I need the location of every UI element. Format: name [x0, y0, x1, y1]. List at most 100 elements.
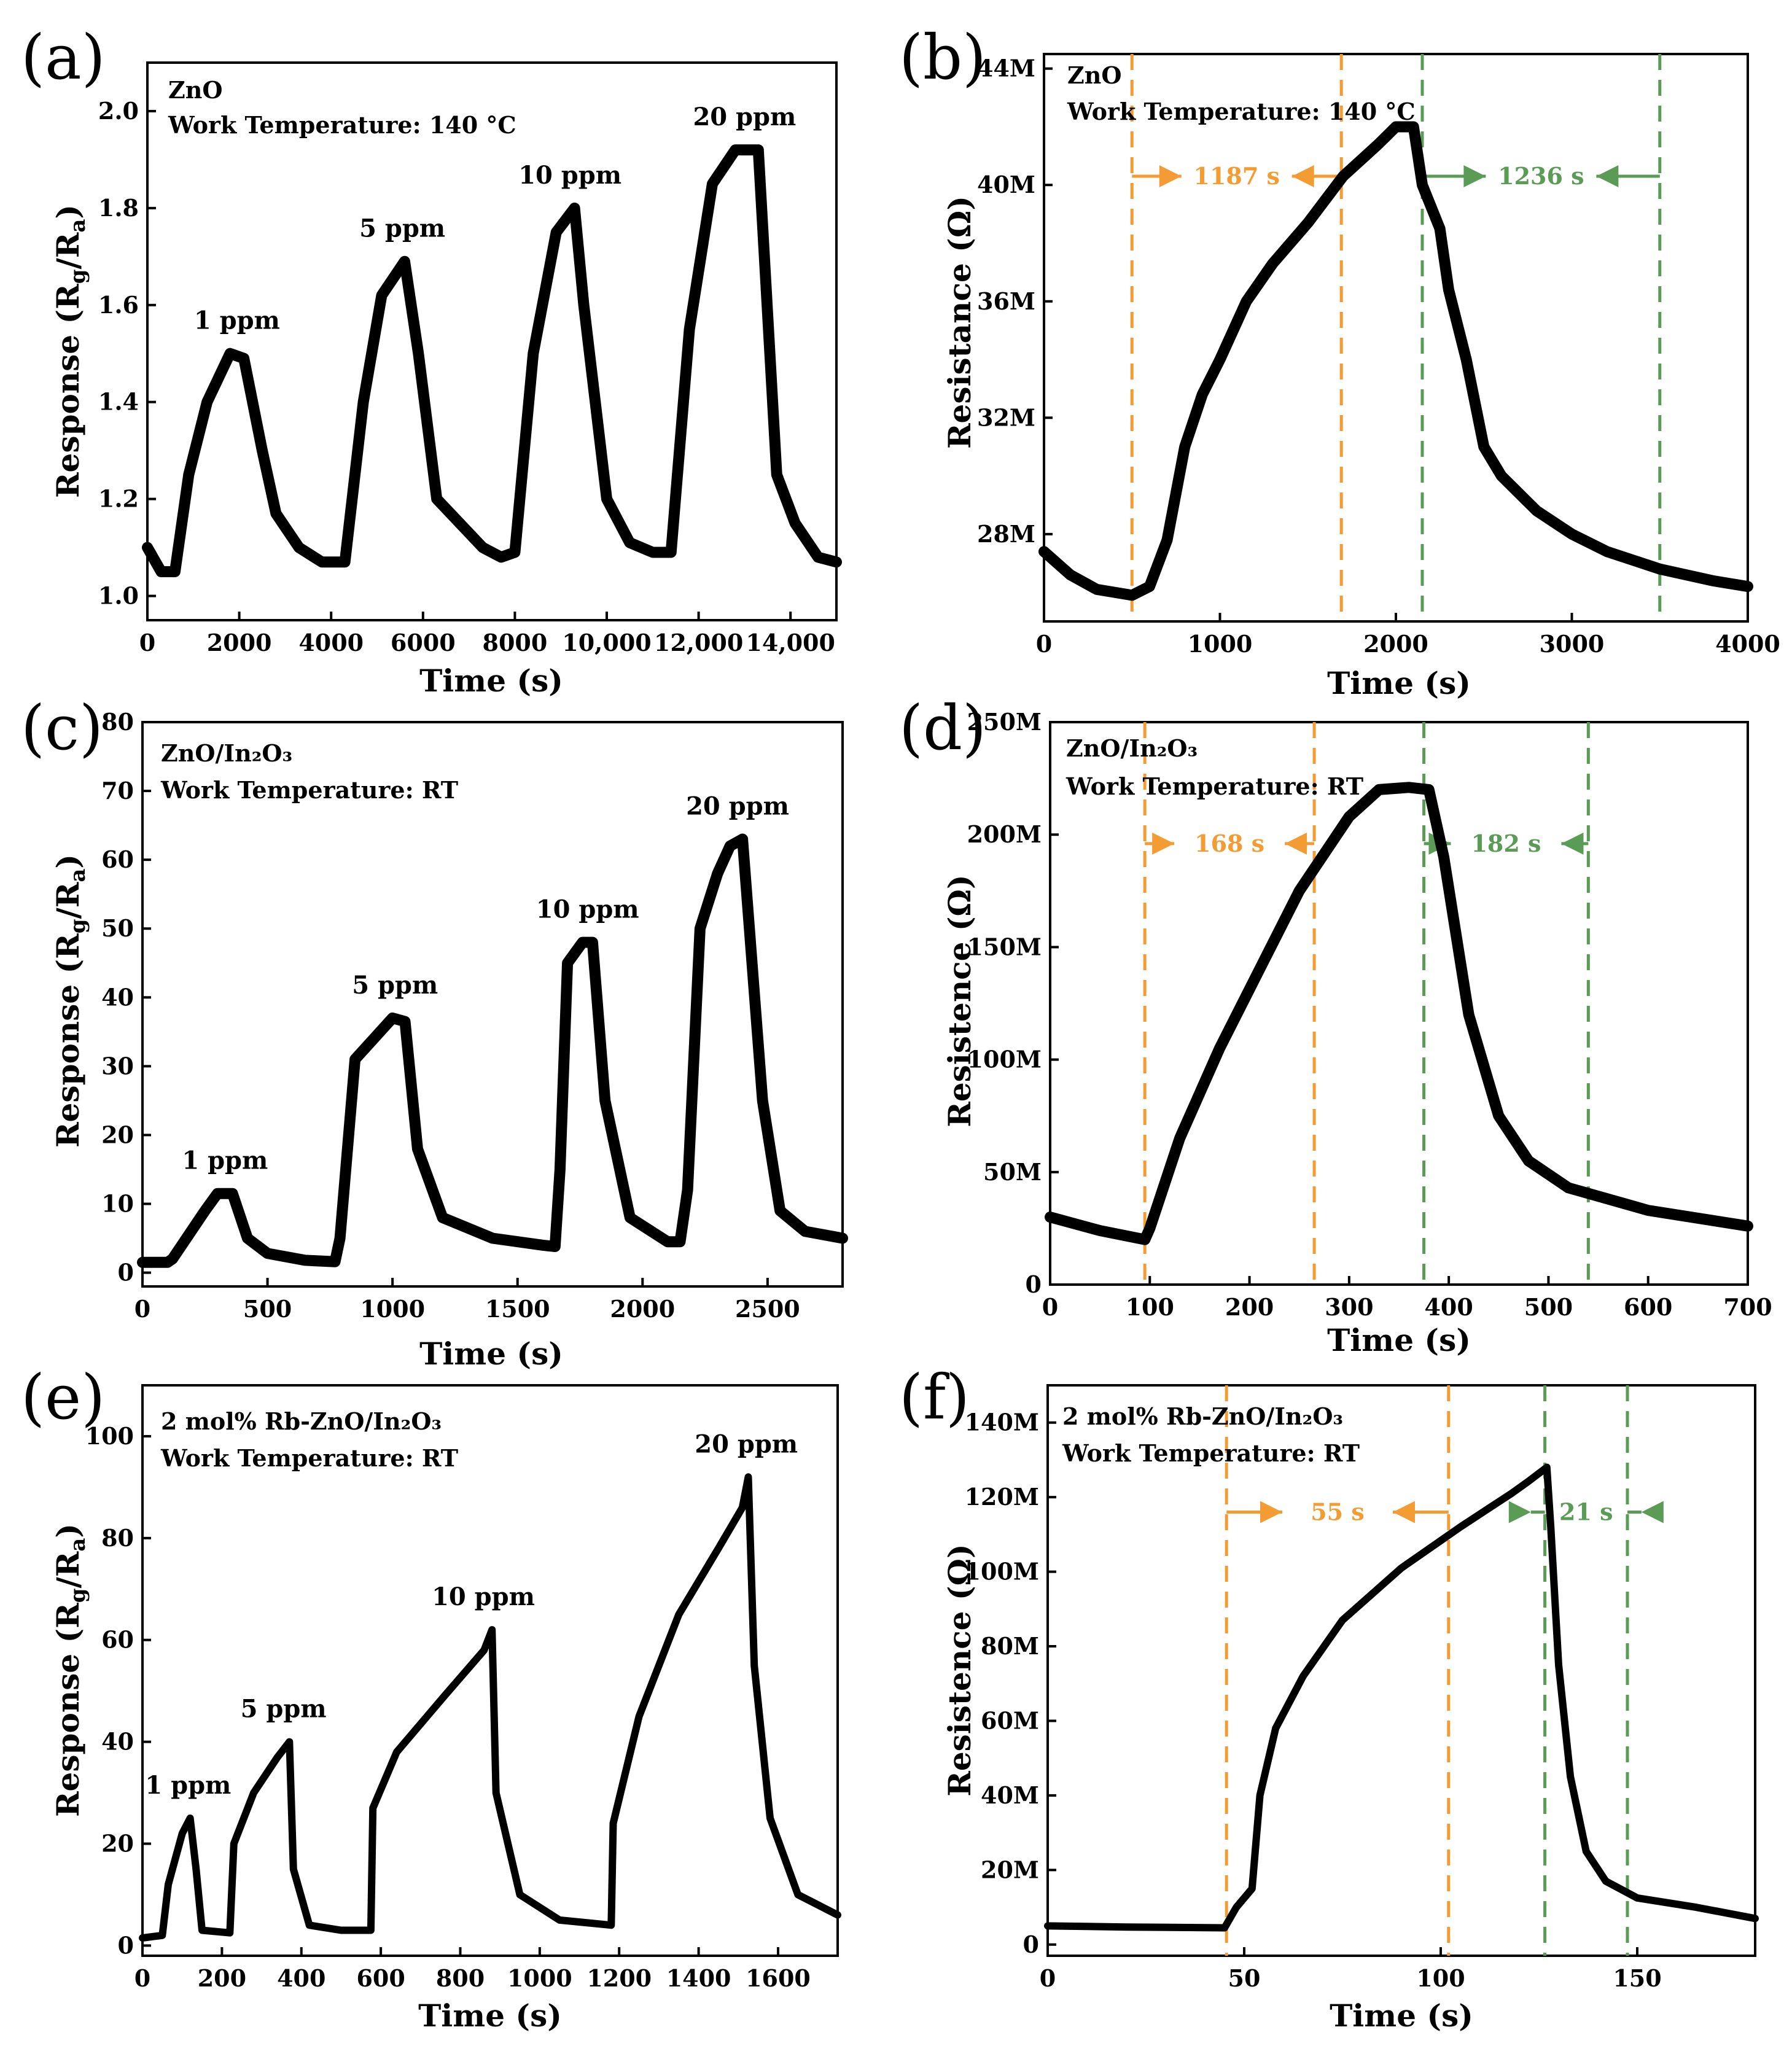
response-arrowhead-right — [1285, 832, 1307, 855]
panel-label: (f) — [899, 1361, 970, 1433]
concentration-label: 5 ppm — [241, 1695, 327, 1724]
x-tick-label: 500 — [1524, 1293, 1573, 1321]
concentration-label: 1 ppm — [182, 1146, 268, 1175]
x-tick-label: 2500 — [735, 1295, 800, 1323]
y-tick-label: 32M — [977, 403, 1035, 431]
concentration-label: 20 ppm — [693, 103, 796, 131]
chart-panel-c: (c) 0 500 1000 1500 2000 2500 0 10 20 30 40 50 60 70 8… — [21, 692, 848, 1372]
y-tick-label: 30 — [101, 1052, 134, 1080]
x-tick-label: 100 — [1416, 1964, 1465, 1992]
x-tick-label: 1600 — [746, 1964, 811, 1992]
x-tick-label: 6000 — [391, 629, 456, 656]
x-tick-label: 0 — [1040, 1964, 1056, 1992]
title-line-2: Work Temperature: 140 °C — [1067, 98, 1416, 125]
y-tick-label: 20 — [101, 1830, 134, 1858]
x-tick-label: 10,000 — [562, 629, 651, 656]
y-tick-label: 36M — [977, 287, 1035, 315]
y-tick-label: 80M — [981, 1632, 1039, 1660]
x-tick-label: 0 — [139, 629, 155, 656]
y-axis-title: Response (Rg/Ra) — [50, 204, 90, 498]
recovery-time-label: 21 s — [1559, 1498, 1613, 1525]
x-tick-label: 4000 — [1715, 630, 1780, 658]
y-tick-label: 0 — [1026, 1270, 1042, 1298]
data-series-line — [139, 1473, 841, 1942]
title-line-1: ZnO — [1067, 61, 1121, 89]
recovery-arrowhead-left — [1508, 1501, 1531, 1523]
concentration-label: 5 ppm — [352, 971, 438, 1000]
panel-label: (d) — [899, 692, 986, 764]
chart-panel-d: (d) 0 100 200 300 400 500 600 700 0 50M 100M 150M 20… — [899, 692, 1772, 1358]
recovery-time-label: 1236 s — [1498, 162, 1584, 190]
recovery-arrowhead-right — [1641, 1501, 1664, 1523]
x-axis-title: Time (s) — [1327, 665, 1471, 701]
y-tick-label: 100 — [85, 1422, 134, 1450]
data-series-line — [137, 833, 848, 1268]
title-line-2: Work Temperature: RT — [1065, 772, 1363, 800]
title-line-1: ZnO/In₂O₃ — [161, 739, 292, 767]
x-axis-title: Time (s) — [1327, 1322, 1471, 1358]
y-tick-label: 40 — [101, 1728, 134, 1756]
x-tick-label: 800 — [436, 1964, 485, 1992]
chart-panel-f: (f) 0 50 100 150 0 20M 40M 60M 80M 100M 120M 140M 55… — [899, 1361, 1759, 2034]
plot-frame — [1043, 53, 1749, 623]
x-tick-label: 600 — [1624, 1293, 1672, 1321]
x-tick-label: 0 — [134, 1964, 150, 1992]
title-line-1: ZnO — [168, 76, 222, 104]
title-line-1: ZnO/In₂O₃ — [1066, 734, 1198, 762]
y-tick-label: 100M — [965, 1558, 1039, 1585]
y-axis-title: Resistence (Ω) — [941, 874, 978, 1127]
response-time-label: 1187 s — [1194, 162, 1280, 190]
x-tick-label: 200 — [1225, 1293, 1274, 1321]
x-tick-label: 2000 — [1363, 630, 1428, 658]
x-tick-label: 12,000 — [654, 629, 743, 656]
concentration-label: 1 ppm — [145, 1771, 231, 1800]
y-tick-label: 1.6 — [98, 291, 139, 319]
y-tick-label: 50M — [983, 1158, 1042, 1186]
recovery-arrowhead-right — [1561, 832, 1584, 855]
concentration-label: 10 ppm — [536, 895, 639, 924]
data-series-line — [1044, 1463, 1759, 1932]
recovery-arrowhead-right — [1596, 165, 1619, 188]
panel-label: (e) — [21, 1361, 105, 1433]
x-tick-label: 8000 — [483, 629, 548, 656]
y-tick-label: 60M — [981, 1706, 1039, 1734]
y-tick-label: 20M — [981, 1856, 1039, 1883]
plot-frame — [1046, 1384, 1756, 1957]
y-axis-title: Resistence (Ω) — [941, 1544, 978, 1796]
x-axis-title: Time (s) — [419, 1336, 563, 1372]
title-line-2: Work Temperature: RT — [160, 776, 458, 804]
y-tick-label: 1.0 — [98, 582, 139, 610]
concentration-label: 1 ppm — [194, 306, 280, 335]
concentration-label: 5 ppm — [359, 214, 445, 243]
x-axis-title: Time (s) — [1330, 1998, 1473, 2034]
y-tick-label: 100M — [967, 1046, 1042, 1073]
y-tick-label: 1.4 — [98, 388, 139, 416]
plot-frame — [1049, 721, 1749, 1286]
x-axis-title: Time (s) — [419, 663, 563, 699]
title-line-2: Work Temperature: RT — [1062, 1439, 1360, 1467]
chart-panel-a: (a) 0 2000 4000 6000 8000 10,000 12,000 14,000 1… — [21, 21, 842, 699]
data-series-line — [1038, 121, 1753, 601]
title-line-1: 2 mol% Rb-ZnO/In₂O₃ — [1062, 1402, 1343, 1430]
chart-panel-b: (b) 0 1000 2000 3000 4000 28M 32M 36M 40M 44M 1187… — [899, 21, 1780, 701]
title-line-1: 2 mol% Rb-ZnO/In₂O₃ — [161, 1407, 442, 1435]
y-tick-label: 40M — [981, 1781, 1039, 1809]
x-tick-label: 4000 — [298, 629, 364, 656]
x-tick-label: 1200 — [586, 1964, 652, 1992]
x-tick-label: 1000 — [360, 1295, 425, 1323]
recovery-arrowhead-left — [1463, 165, 1486, 188]
y-tick-label: 80 — [101, 708, 134, 736]
y-tick-label: 0 — [1023, 1931, 1039, 1958]
plot-frame — [141, 1384, 839, 1957]
x-tick-label: 0 — [134, 1295, 150, 1323]
x-tick-label: 100 — [1126, 1293, 1174, 1321]
y-tick-label: 10 — [101, 1190, 134, 1218]
x-tick-label: 3000 — [1540, 630, 1605, 658]
panel-label: (c) — [21, 692, 103, 764]
y-tick-label: 120M — [965, 1483, 1039, 1511]
x-axis-title: Time (s) — [418, 1998, 562, 2034]
y-tick-label: 20 — [101, 1121, 134, 1148]
chart-panel-e: (e) 0 200 400 600 800 1000 1200 1400 1600 0 20 40 60… — [21, 1361, 841, 2034]
x-tick-label: 0 — [1042, 1293, 1058, 1321]
y-tick-label: 80 — [101, 1524, 134, 1552]
